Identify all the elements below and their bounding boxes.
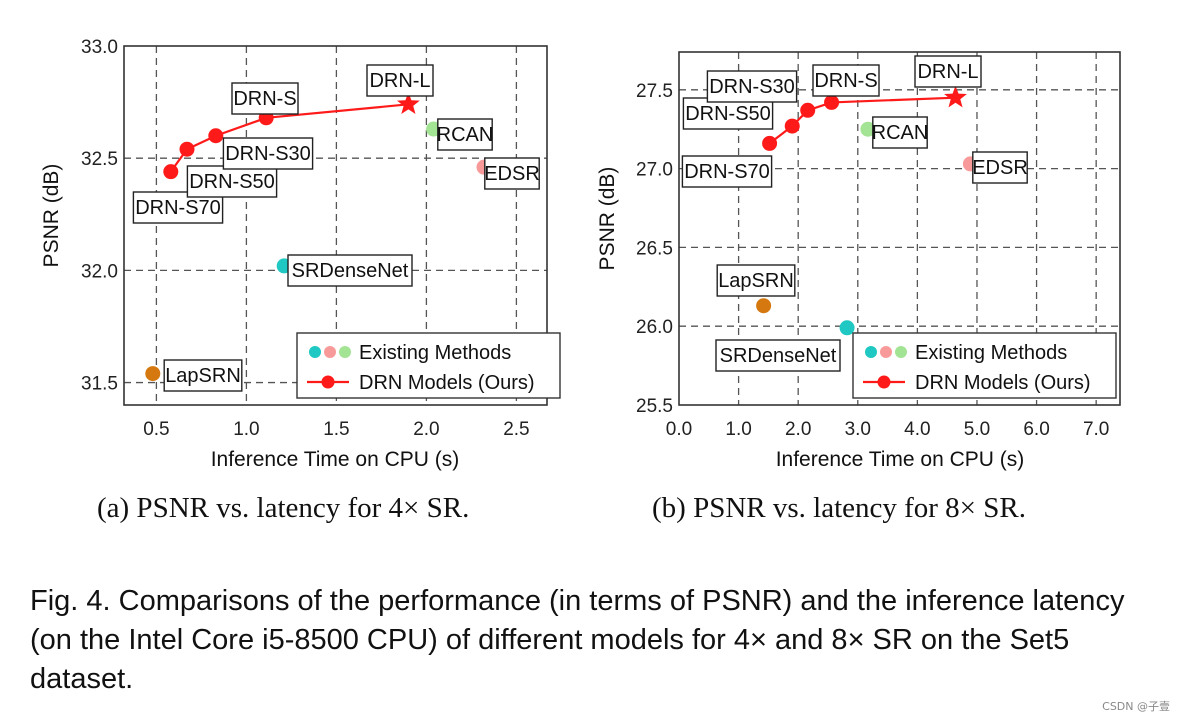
legend-marker-edsr <box>880 346 892 358</box>
legend-label-existing: Existing Methods <box>359 342 511 364</box>
y-tick-label: 26.0 <box>636 317 673 338</box>
data-label-drn-l: DRN-L <box>917 61 978 83</box>
point-drn-s <box>824 94 840 110</box>
point-lapsrn <box>756 298 772 314</box>
data-label-drn-s70: DRN-S70 <box>684 161 770 183</box>
point-drn-s50 <box>784 118 800 134</box>
point-drn-s70 <box>163 164 179 180</box>
data-label-drn-s70: DRN-S70 <box>135 197 221 219</box>
point-srdensenet <box>839 320 855 336</box>
legend-marker-rcan <box>895 346 907 358</box>
plot-frame <box>678 51 1121 406</box>
data-label-drn-l: DRN-L <box>369 70 430 92</box>
label-box <box>222 137 314 170</box>
legend-marker-drn <box>877 375 891 389</box>
subcaption-b: (b) PSNR vs. latency for 8× SR. <box>652 492 1027 524</box>
point-drn-l-star <box>397 92 420 114</box>
label-box <box>681 155 773 188</box>
legend: Existing Methods DRN Models (Ours) <box>296 332 561 399</box>
label-box <box>163 359 243 392</box>
label-box <box>231 82 299 115</box>
label-box <box>972 151 1028 184</box>
data-label-lapsrn: LapSRN <box>165 365 241 387</box>
point-lapsrn <box>145 366 161 382</box>
data-label-lapsrn: LapSRN <box>718 270 794 292</box>
x-axis-label: Inference Time on CPU (s) <box>776 448 1025 471</box>
y-tick-label: 26.5 <box>636 238 673 259</box>
legend-label-drn: DRN Models (Ours) <box>359 372 535 394</box>
y-tick-label: 32.5 <box>81 149 118 170</box>
point-drn-s30 <box>800 102 816 118</box>
x-tick-label: 1.0 <box>725 419 751 440</box>
legend-marker-srdensenet <box>865 346 877 358</box>
x-tick-label: 3.0 <box>845 419 871 440</box>
legend-label-existing: Existing Methods <box>915 342 1067 364</box>
legend-marker-srdensenet <box>309 346 321 358</box>
data-label-drn-s30: DRN-S30 <box>709 76 795 98</box>
chart-a: 0.5 1.0 1.5 2.0 2.5 31.5 32.0 32.5 33.0 Inference… <box>40 37 561 471</box>
x-tick-label: 0.0 <box>666 419 692 440</box>
watermark: CSDN @子壹 <box>1102 700 1170 713</box>
y-tick-label: 31.5 <box>81 374 118 395</box>
figure-caption: Fig. 4. Comparisons of the performance (… <box>30 585 1125 695</box>
x-tick-label: 4.0 <box>904 419 930 440</box>
label-box <box>437 118 493 151</box>
x-tick-label: 1.5 <box>323 419 349 440</box>
data-label-rcan: RCAN <box>872 122 929 144</box>
legend: Existing Methods DRN Models (Ours) <box>852 332 1117 399</box>
y-tick-label: 33.0 <box>81 37 118 58</box>
label-box <box>716 264 796 297</box>
label-box <box>366 64 434 97</box>
label-box <box>484 157 540 190</box>
x-tick-label: 5.0 <box>964 419 990 440</box>
label-box <box>287 254 413 287</box>
x-tick-label: 7.0 <box>1083 419 1109 440</box>
point-drn-s70 <box>762 135 778 151</box>
plot-frame <box>123 45 548 406</box>
legend-marker-drn <box>321 375 335 389</box>
label-box <box>872 116 928 149</box>
data-label-drn-s50: DRN-S50 <box>189 171 275 193</box>
data-label-edsr: EDSR <box>484 163 540 185</box>
y-tick-label: 25.5 <box>636 396 673 417</box>
x-tick-label: 2.0 <box>413 419 439 440</box>
data-label-srdensenet: SRDenseNet <box>292 260 409 282</box>
y-tick-label: 27.0 <box>636 160 673 181</box>
legend-label-drn: DRN Models (Ours) <box>915 372 1091 394</box>
y-tick-label: 27.5 <box>636 81 673 102</box>
label-box <box>706 70 798 103</box>
data-label-drn-s: DRN-S <box>814 70 877 92</box>
legend-box <box>852 332 1117 399</box>
subcaption-a: (a) PSNR vs. latency for 4× SR. <box>97 492 470 524</box>
x-tick-label: 0.5 <box>143 419 169 440</box>
x-axis-label: Inference Time on CPU (s) <box>211 448 460 471</box>
x-tick-label: 1.0 <box>233 419 259 440</box>
point-drn-l-star <box>944 85 967 108</box>
data-label-drn-s30: DRN-S30 <box>225 143 311 165</box>
label-box <box>914 55 982 88</box>
point-drn-s30 <box>208 128 224 144</box>
label-box <box>715 339 841 372</box>
data-label-edsr: EDSR <box>972 157 1028 179</box>
legend-box <box>296 332 561 399</box>
data-label-drn-s: DRN-S <box>233 88 296 110</box>
label-box <box>812 64 880 97</box>
y-tick-label: 32.0 <box>81 261 118 282</box>
data-label-rcan: RCAN <box>437 124 494 146</box>
x-tick-label: 6.0 <box>1023 419 1049 440</box>
chart-b: 0.0 1.0 2.0 3.0 4.0 5.0 6.0 7.0 25.5 26.0 26.5 27.0… <box>596 51 1121 471</box>
data-label-srdensenet: SRDenseNet <box>720 345 837 367</box>
data-label-drn-s50: DRN-S50 <box>685 103 771 125</box>
legend-marker-rcan <box>339 346 351 358</box>
legend-marker-edsr <box>324 346 336 358</box>
label-box <box>682 97 774 130</box>
point-rcan <box>860 121 876 137</box>
y-axis-label: PSNR (dB) <box>596 167 619 271</box>
y-axis-label: PSNR (dB) <box>40 164 63 268</box>
x-tick-label: 2.0 <box>785 419 811 440</box>
point-drn-s50 <box>179 141 195 157</box>
x-tick-label: 2.5 <box>503 419 529 440</box>
